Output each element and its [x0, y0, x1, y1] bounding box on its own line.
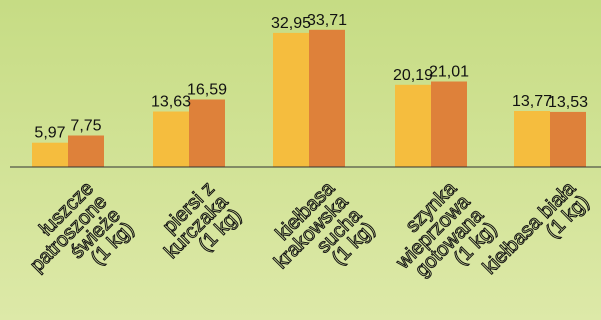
data-label-series-1-category-2: 13,63 — [151, 94, 191, 111]
data-label-series-2-category-5: 13,53 — [548, 94, 588, 111]
data-label-series-1-category-1: 5,97 — [34, 125, 65, 142]
data-label-series-2-category-2: 16,59 — [187, 82, 227, 99]
data-label-series-1-category-5: 13,77 — [512, 93, 552, 110]
bar-series-2-category-3 — [309, 29, 345, 167]
bar-series-2-category-5 — [550, 111, 586, 167]
bar-series-1-category-1 — [32, 142, 68, 167]
data-label-series-1-category-4: 20,19 — [393, 67, 433, 84]
bars-layer — [32, 29, 586, 168]
data-label-series-2-category-3: 33,71 — [307, 12, 347, 29]
bar-series-2-category-2 — [189, 99, 225, 167]
bar-series-1-category-5 — [514, 111, 550, 167]
bar-series-2-category-1 — [68, 135, 104, 167]
bar-series-1-category-4 — [395, 84, 431, 167]
data-label-series-2-category-1: 7,75 — [70, 118, 101, 135]
bar-series-1-category-2 — [153, 111, 189, 167]
bar-series-1-category-3 — [273, 32, 309, 168]
data-label-series-1-category-3: 32,95 — [271, 15, 311, 32]
bar-series-2-category-4 — [431, 81, 467, 167]
data-label-series-2-category-4: 21,01 — [429, 64, 469, 81]
